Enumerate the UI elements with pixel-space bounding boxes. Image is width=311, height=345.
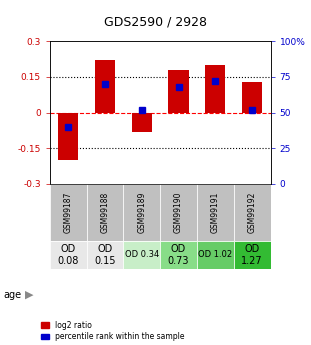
Text: OD 0.34: OD 0.34 <box>125 250 159 259</box>
Text: GSM99192: GSM99192 <box>248 191 257 233</box>
Bar <box>234 241 271 269</box>
Text: GSM99191: GSM99191 <box>211 191 220 233</box>
Text: OD
0.15: OD 0.15 <box>94 244 116 266</box>
Bar <box>50 184 86 241</box>
Bar <box>58 112 78 160</box>
Text: OD
0.08: OD 0.08 <box>58 244 79 266</box>
Bar <box>205 65 225 112</box>
Bar <box>132 112 152 131</box>
Text: GSM99188: GSM99188 <box>100 191 109 233</box>
Legend: log2 ratio, percentile rank within the sample: log2 ratio, percentile rank within the s… <box>41 321 184 341</box>
Bar <box>242 82 262 112</box>
Text: OD
1.27: OD 1.27 <box>241 244 263 266</box>
Bar <box>160 241 197 269</box>
Bar <box>86 241 123 269</box>
Text: OD
0.73: OD 0.73 <box>168 244 189 266</box>
Text: GSM99189: GSM99189 <box>137 191 146 233</box>
Text: GDS2590 / 2928: GDS2590 / 2928 <box>104 16 207 29</box>
Text: ▶: ▶ <box>25 290 34 300</box>
Bar <box>50 241 86 269</box>
Bar <box>234 184 271 241</box>
Text: GSM99190: GSM99190 <box>174 191 183 233</box>
Text: age: age <box>3 290 21 300</box>
Bar <box>86 184 123 241</box>
Bar <box>197 241 234 269</box>
Bar <box>197 184 234 241</box>
Text: GSM99187: GSM99187 <box>64 191 73 233</box>
Bar <box>123 241 160 269</box>
Bar <box>95 60 115 112</box>
Bar <box>123 184 160 241</box>
Bar <box>169 70 189 112</box>
Text: OD 1.02: OD 1.02 <box>198 250 232 259</box>
Bar <box>160 184 197 241</box>
